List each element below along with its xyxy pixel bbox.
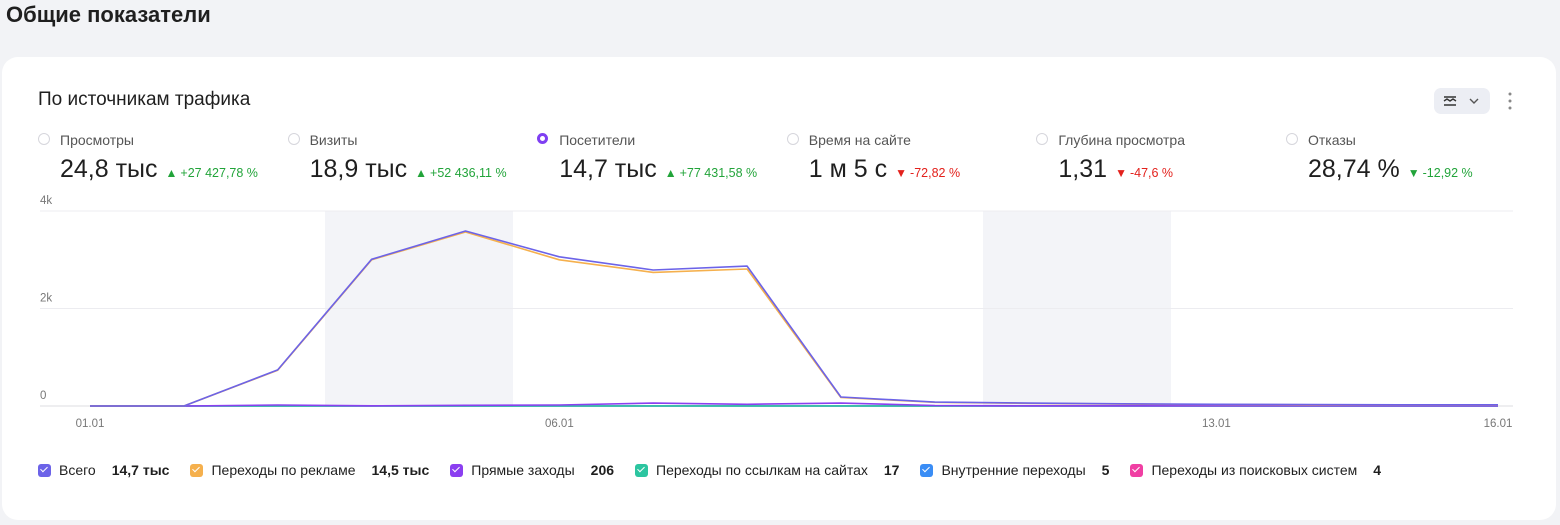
legend-checkbox[interactable] — [920, 463, 934, 477]
legend-checkbox[interactable] — [635, 463, 649, 477]
metric-change: +27 427,78 % — [180, 166, 258, 180]
legend-total: 14,7 тыс — [111, 462, 170, 478]
card-title: По источникам трафика — [38, 89, 251, 110]
metric-label-row: Глубина просмотра — [1036, 131, 1276, 149]
more-button[interactable] — [1508, 91, 1512, 111]
trend-arrow: ▲ — [664, 166, 677, 180]
legend-item[interactable]: Внутренние переходы 5 — [920, 462, 1109, 478]
metric-value-row: 14,7 тыс ▲ +77 431,58 % — [559, 155, 777, 184]
legend-total: 206 — [590, 462, 615, 478]
legend-name: Переходы из поисковых систем — [1151, 462, 1358, 478]
metric[interactable]: Отказы 28,74 % ▼ -12,92 % — [1286, 131, 1526, 184]
metric-value: 28,74 % — [1308, 155, 1400, 183]
metric-value: 24,8 тыс — [60, 155, 158, 183]
legend-checkbox[interactable] — [450, 463, 464, 477]
legend-name: Всего — [59, 462, 96, 478]
legend-checkbox[interactable] — [190, 463, 204, 477]
trend-arrow: ▲ — [415, 166, 428, 180]
legend-name: Внутренние переходы — [941, 462, 1086, 478]
icon — [1443, 96, 1479, 106]
radio[interactable] — [537, 133, 549, 144]
metric-change-box: ▼ -12,92 % — [1408, 166, 1473, 180]
metrics: Просмотры 24,8 тыс ▲ +27 427,78 % Визиты 18,9… — [38, 131, 1538, 191]
metric-value-row: 28,74 % ▼ -12,92 % — [1308, 155, 1526, 184]
y-tick-label: 4k — [40, 195, 52, 207]
metric-label: Просмотры — [60, 132, 134, 148]
legend-item[interactable]: Всего 14,7 тыс — [38, 462, 169, 478]
metric-value-row: 1 м 5 с ▼ -72,82 % — [809, 155, 1027, 184]
metric-change: -72,82 % — [910, 166, 961, 180]
metric-label-row: Посетители — [537, 131, 777, 149]
metric-change-box: ▲ +27 427,78 % — [166, 166, 258, 180]
trend-arrow: ▼ — [895, 166, 908, 180]
radio[interactable] — [1036, 133, 1049, 145]
legend-name: Прямые заходы — [471, 462, 575, 478]
legend-total: 17 — [883, 462, 900, 478]
metric-label-row: Время на сайте — [786, 131, 1027, 149]
metric-label-row: Просмотры — [38, 131, 278, 149]
metric-value: 14,7 тыс — [559, 155, 657, 183]
legend-total: 5 — [1101, 462, 1110, 478]
metric-label-row: Отказы — [1286, 131, 1526, 149]
y-tick-label: 2k — [40, 293, 52, 305]
metric-value: 18,9 тыс — [309, 155, 408, 183]
trend-arrow: ▼ — [1115, 166, 1127, 180]
legend-checkbox[interactable] — [38, 463, 51, 477]
metric[interactable]: Глубина просмотра 1,31 ▼ -47,6 % — [1036, 131, 1276, 184]
metric-label: Посетители — [559, 132, 636, 148]
chart-type-button[interactable] — [1434, 88, 1490, 114]
legend-name: Переходы по ссылкам на сайтах — [656, 462, 868, 478]
metric-value-row: 18,9 тыс ▲ +52 436,11 % — [310, 155, 528, 184]
legend-total: 4 — [1373, 462, 1382, 478]
radio[interactable] — [38, 133, 50, 145]
metric-change: -47,6 % — [1129, 166, 1174, 180]
metric-value: 1 м 5 с — [808, 155, 888, 183]
legend-total: 14,5 тыс — [371, 462, 430, 478]
metric-label: Отказы — [1308, 132, 1356, 148]
legend-item[interactable]: Прямые заходы 206 — [450, 462, 614, 478]
metric[interactable]: Посетители 14,7 тыс ▲ +77 431,58 % — [537, 131, 777, 184]
card: 0 2k 4k 01.01 06.01 13.01 16.01 По источникам … — [2, 57, 1556, 520]
metric-value-row: 1,31 ▼ -47,6 % — [1058, 155, 1276, 184]
legend-item[interactable]: Переходы из поисковых систем 4 — [1130, 462, 1381, 478]
metric-label: Время на сайте — [808, 132, 911, 148]
chart: 0 2k 4k 01.01 06.01 13.01 16.01 — [40, 195, 1513, 430]
x-tick-label: 06.01 — [545, 418, 574, 430]
metric-change-box: ▼ -72,82 % — [895, 166, 960, 180]
series-line — [90, 230, 1498, 407]
metric-change-box: ▲ +52 436,11 % — [415, 166, 506, 180]
x-tick-label: 13.01 — [1202, 418, 1231, 430]
metric-change-box: ▼ -47,6 % — [1115, 166, 1173, 180]
trend-arrow: ▼ — [1407, 166, 1420, 180]
radio[interactable] — [287, 133, 300, 145]
series-line — [90, 231, 1498, 407]
page-title: Общие показатели — [6, 2, 211, 27]
trend-arrow: ▲ — [165, 166, 178, 180]
metric[interactable]: Время на сайте 1 м 5 с ▼ -72,82 % — [786, 131, 1027, 184]
x-tick-label: 16.01 — [1484, 418, 1513, 430]
radio[interactable] — [786, 133, 799, 145]
metric-value-row: 24,8 тыс ▲ +27 427,78 % — [60, 155, 278, 184]
metric-label-row: Визиты — [287, 131, 528, 149]
legend-item[interactable]: Переходы по ссылкам на сайтах 17 — [635, 462, 899, 478]
legend-name: Переходы по рекламе — [211, 462, 356, 478]
metric[interactable]: Визиты 18,9 тыс ▲ +52 436,11 % — [287, 131, 528, 184]
metric-change-box: ▲ +77 431,58 % — [665, 166, 757, 180]
legend-checkbox[interactable] — [1130, 463, 1144, 477]
legend: Всего 14,7 тыс Переходы по рекламе 14,5 тыс… — [38, 462, 1381, 478]
metric-change: +52 436,11 % — [430, 166, 507, 180]
metric-value: 1,31 — [1058, 155, 1108, 183]
metric-label: Глубина просмотра — [1058, 132, 1185, 148]
metric[interactable]: Просмотры 24,8 тыс ▲ +27 427,78 % — [38, 131, 278, 184]
metric-change: +77 431,58 % — [679, 166, 758, 180]
series-line — [90, 402, 1498, 407]
metric-label: Визиты — [309, 132, 358, 148]
y-tick-label: 0 — [40, 390, 46, 402]
x-tick-label: 01.01 — [76, 418, 105, 430]
legend-item[interactable]: Переходы по рекламе 14,5 тыс — [190, 462, 429, 478]
radio[interactable] — [1286, 133, 1298, 145]
metric-change: -12,92 % — [1422, 166, 1473, 180]
